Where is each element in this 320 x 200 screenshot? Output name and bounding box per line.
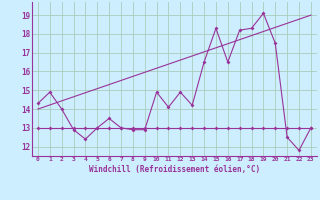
X-axis label: Windchill (Refroidissement éolien,°C): Windchill (Refroidissement éolien,°C)	[89, 165, 260, 174]
